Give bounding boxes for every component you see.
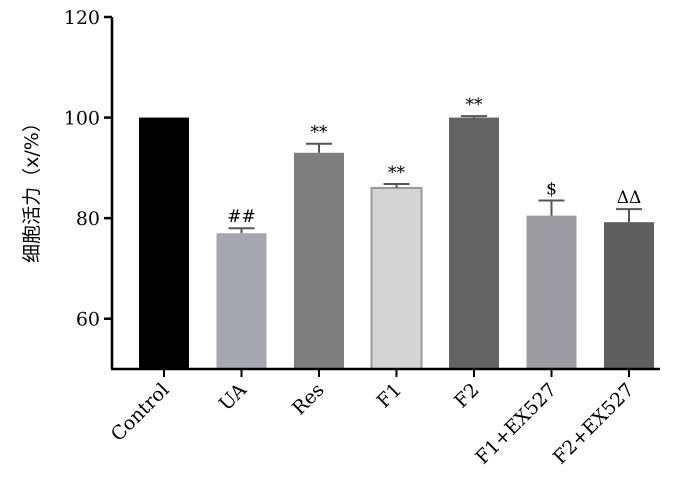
y-axis-label: 细胞活力（x/%） xyxy=(21,113,43,263)
bar-res xyxy=(294,152,344,369)
x-tick-label: F2 xyxy=(450,379,483,412)
significance-label: ** xyxy=(466,95,484,115)
bar-f2-ex527 xyxy=(604,222,654,369)
bar-f1 xyxy=(370,186,423,370)
y-ticks-group: 60 80 100 120 xyxy=(64,7,112,331)
significance-label: ** xyxy=(311,123,329,143)
bar-ua xyxy=(216,233,267,369)
significance-label: ** xyxy=(388,163,406,183)
bar-f2 xyxy=(449,117,499,369)
bar-f1-ex527 xyxy=(526,215,577,369)
y-tick-label: 60 xyxy=(76,309,100,331)
bar-control xyxy=(139,117,189,369)
significance-label: ΔΔ xyxy=(617,188,642,208)
y-tick-label: 100 xyxy=(64,108,100,130)
x-tick-label: Control xyxy=(107,379,174,446)
x-tick-label: F2+EX527 xyxy=(549,379,639,469)
error-bars-group xyxy=(228,115,642,234)
significance-label: $ xyxy=(546,180,557,200)
y-tick-label: 120 xyxy=(64,7,100,29)
x-tick-label: Res xyxy=(288,379,329,420)
x-tick-label: UA xyxy=(215,379,251,415)
x-tick-label: F1+EX527 xyxy=(471,379,561,469)
significance-labels-group: ## ** ** ** $ ΔΔ xyxy=(227,95,641,227)
bars-group xyxy=(139,117,654,370)
y-tick-label: 80 xyxy=(76,208,100,230)
x-tick-label: F1 xyxy=(373,379,406,412)
significance-label: ## xyxy=(227,207,256,227)
